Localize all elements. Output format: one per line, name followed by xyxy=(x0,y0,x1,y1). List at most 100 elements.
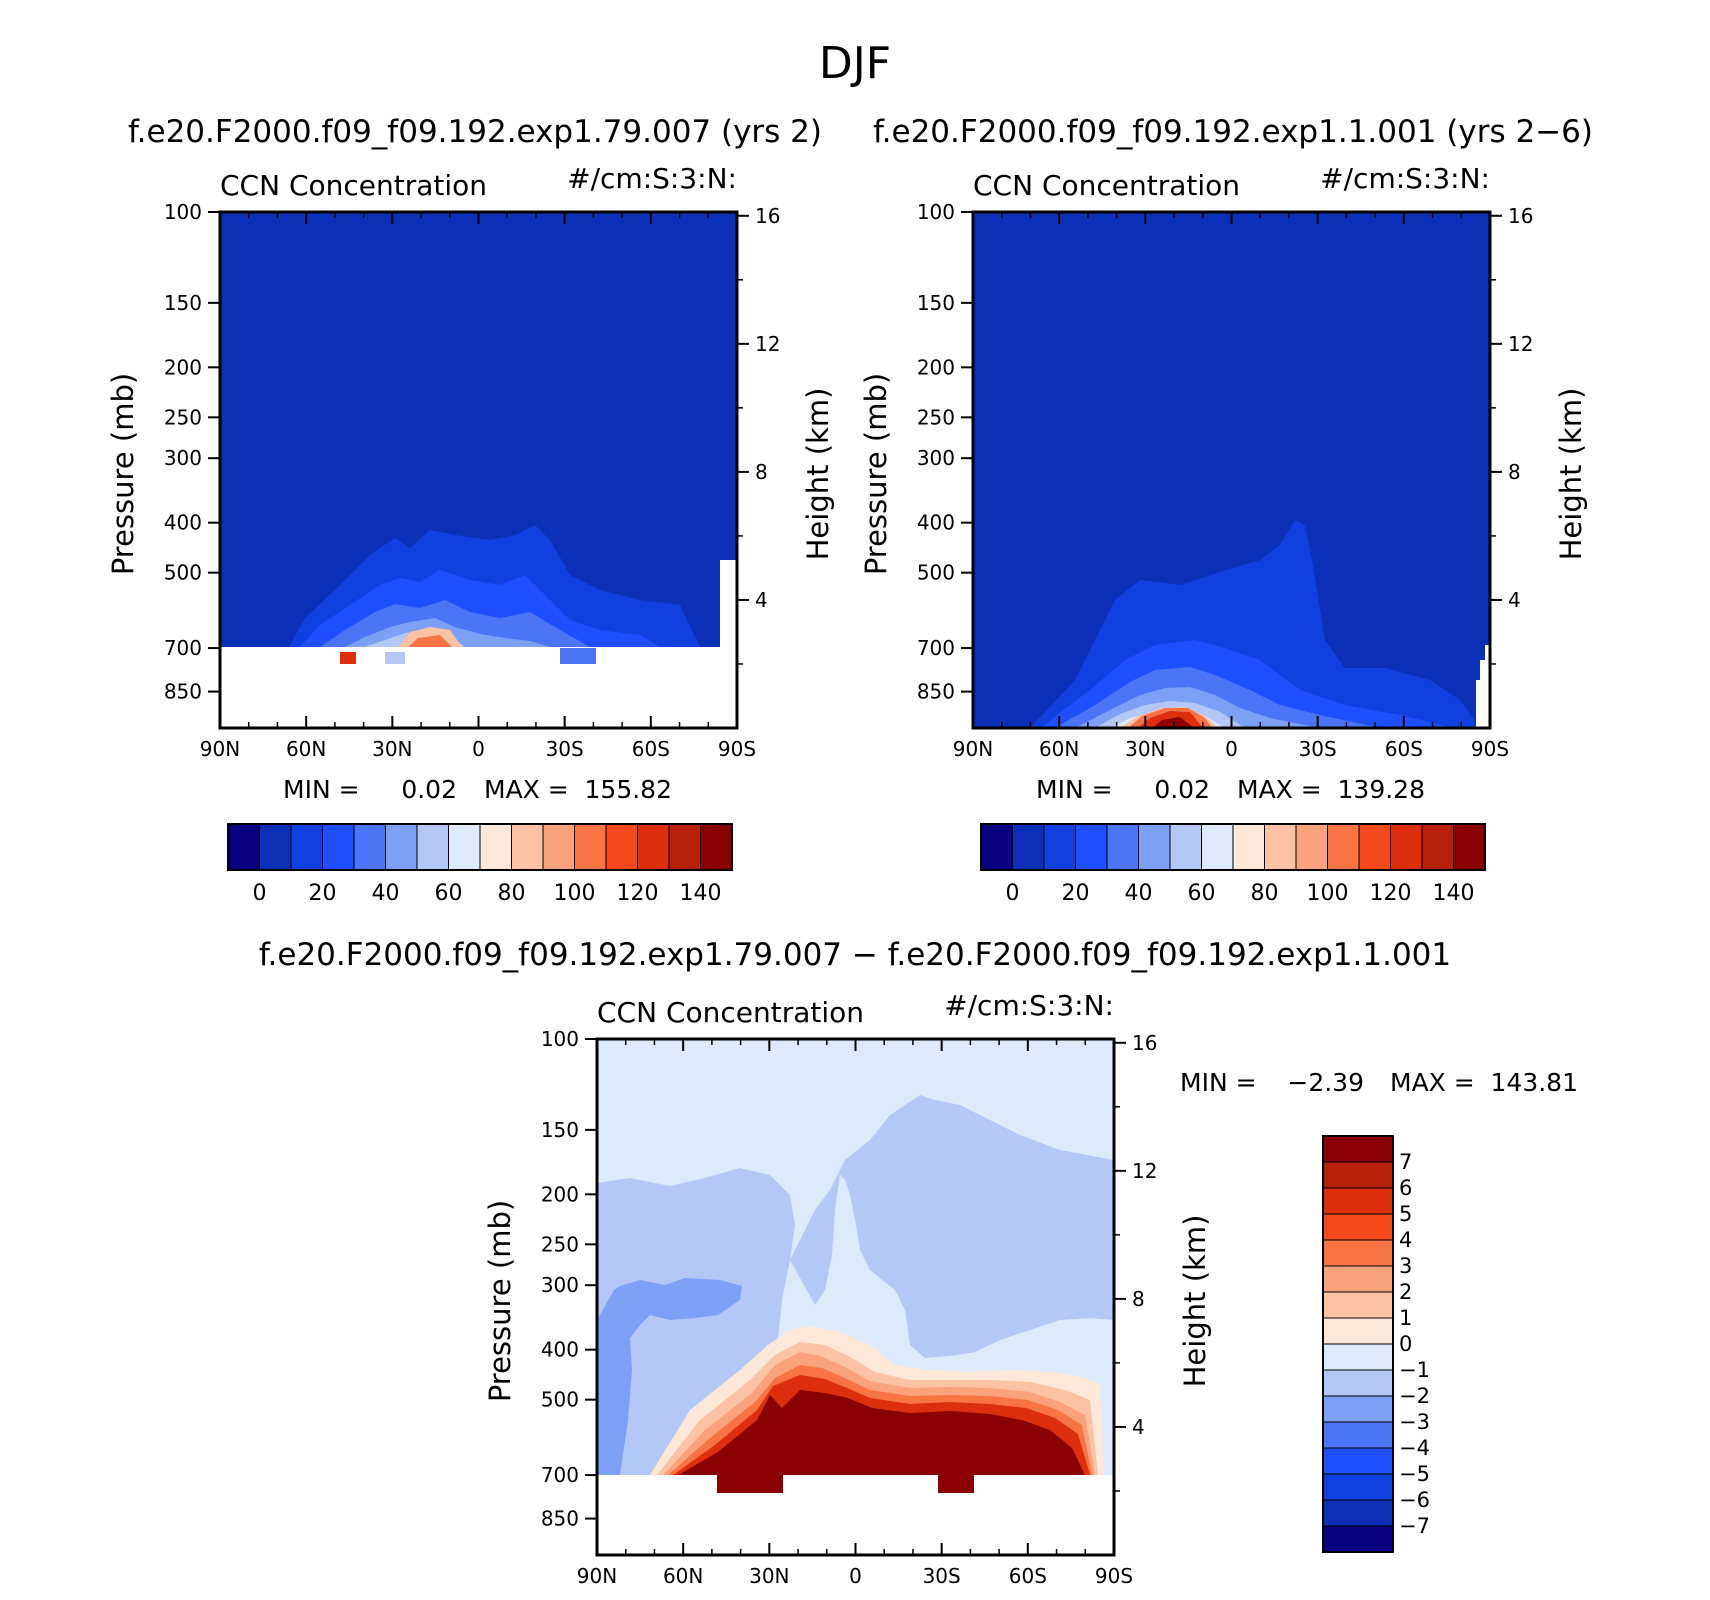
panel-2-colorbar-label: 40 xyxy=(1125,881,1153,906)
panel-1-pressure-tick-label: 100 xyxy=(164,200,202,224)
panel-2-min-value: 0.02 xyxy=(1154,775,1210,804)
panel-3-contour-7 xyxy=(678,1390,1085,1475)
panel-1-colorbar-swatch xyxy=(511,823,544,871)
panel-1-pressure-tick-label: 300 xyxy=(164,446,202,470)
panel-3-max-label: MAX = xyxy=(1390,1068,1475,1097)
panel-2-lat-tick-label: 30N xyxy=(1125,737,1165,761)
panel-2-colorbar-swatch xyxy=(1043,823,1076,871)
panel-2-colorbar-swatch xyxy=(1327,823,1360,871)
panel-2-colorbar-frame xyxy=(980,823,1486,871)
panel-3-units: #/cm:S:3:N: xyxy=(944,989,1114,1022)
panel-2-lat-tick-label: 30S xyxy=(1299,737,1337,761)
panel-1-pressure-tick-label: 150 xyxy=(164,291,202,315)
panel-3-height-tick-label: 8 xyxy=(1132,1287,1145,1311)
panel-3-spot-red-left xyxy=(717,1475,783,1493)
panel-3-pressure-tick-label: 150 xyxy=(541,1118,579,1142)
panel-1-colorbar-label: 60 xyxy=(435,881,463,906)
panel-3-lat-tick-label: 30N xyxy=(749,1564,789,1588)
panel-2-colorbar-label: 20 xyxy=(1062,881,1090,906)
panel-2-colorbar-swatch xyxy=(1295,823,1328,871)
panel-2-lat-tick-label: 60S xyxy=(1385,737,1423,761)
panel-2-variable-title: CCN Concentration xyxy=(973,169,1240,202)
panel-3-pressure-tick-label: 250 xyxy=(541,1232,579,1256)
panel-3-colorbar-swatch xyxy=(1322,1343,1394,1371)
panel-1-pressure-tick-label: 700 xyxy=(164,636,202,660)
panel-1-colorbar-label: 40 xyxy=(372,881,400,906)
panel-2-axes: 100 150 200 250 300 400 500 700 850 16 12 8 4 90N 60N 3… xyxy=(917,200,1534,761)
panel-1-min-label: MIN = xyxy=(283,775,360,804)
panel-1-colorbar-swatch xyxy=(259,823,292,871)
panel-3-colorbar-label: 6 xyxy=(1399,1176,1412,1200)
panel-2-lat-tick-label: 90S xyxy=(1471,737,1509,761)
panel-3-colorbar-label: −5 xyxy=(1399,1462,1430,1486)
panel-3-colorbar-frame xyxy=(1322,1135,1394,1553)
panel-1-colorbar-label: 120 xyxy=(617,881,659,906)
panel-3-colorbar-swatch xyxy=(1322,1161,1394,1189)
panel-3-colorbar-label: 1 xyxy=(1399,1306,1412,1330)
panel-3-height-label: Height (km) xyxy=(1178,1215,1212,1388)
panel-3-lat-tick-label: 30S xyxy=(923,1564,961,1588)
panel-1-lat-tick-label: 0 xyxy=(472,737,485,761)
panel-3-lat-tick-label: 0 xyxy=(849,1564,862,1588)
panel-2-colorbar-swatch xyxy=(1106,823,1139,871)
panel-2-height-label: Height (km) xyxy=(1554,388,1588,561)
panel-3-colorbar-swatch xyxy=(1322,1421,1394,1449)
panel-3-colorbar-swatch xyxy=(1322,1395,1394,1423)
panel-3-height-tick-label: 12 xyxy=(1132,1159,1157,1183)
panel-1-colorbar-label: 140 xyxy=(680,881,722,906)
panel-2-height-tick-label: 4 xyxy=(1508,588,1521,612)
panel-1-colorbar-label: 80 xyxy=(498,881,526,906)
panel-3-contour-neg1-left xyxy=(597,1168,795,1475)
panel-1-pressure-label: Pressure (mb) xyxy=(106,373,140,575)
panel-2-units: #/cm:S:3:N: xyxy=(1320,162,1490,195)
panel-2-pressure-tick-label: 150 xyxy=(917,291,955,315)
panel-3-colorbar-swatch xyxy=(1322,1213,1394,1241)
panel-1-colorbar-swatch xyxy=(668,823,701,871)
panel-3-field xyxy=(597,1039,1114,1555)
case2-title: f.e20.F2000.f09_f09.192.exp1.1.001 (yrs … xyxy=(873,114,1593,150)
panel-3-min-value: −2.39 xyxy=(1287,1068,1364,1097)
diff-title: f.e20.F2000.f09_f09.192.exp1.79.007 − f.… xyxy=(259,937,1451,973)
panel-2-colorbar-swatch xyxy=(1358,823,1391,871)
panel-1-height-tick-label: 16 xyxy=(755,204,780,228)
panel-2-lat-tick-label: 90N xyxy=(953,737,993,761)
panel-3-pressure-tick-label: 850 xyxy=(541,1507,579,1531)
panel-3-pressure-tick-label: 200 xyxy=(541,1182,579,1206)
panel-2-pressure-label: Pressure (mb) xyxy=(859,373,893,575)
panel-1-lat-tick-label: 30S xyxy=(546,737,584,761)
panel-2-colorbar-swatch xyxy=(980,823,1013,871)
panel-3-colorbar-label: 4 xyxy=(1399,1228,1412,1252)
panel-1-colorbar-label: 0 xyxy=(253,881,267,906)
panel-3-colorbar-swatch xyxy=(1322,1291,1394,1319)
panel-2-pressure-tick-label: 200 xyxy=(917,355,955,379)
panel-2-max-label: MAX = xyxy=(1237,775,1322,804)
panel-1-pressure-tick-label: 250 xyxy=(164,405,202,429)
panel-2-height-tick-label: 12 xyxy=(1508,332,1533,356)
panel-3-lat-tick-label: 90S xyxy=(1095,1564,1133,1588)
season-title: DJF xyxy=(819,38,891,89)
panel-3-colorbar-label: 2 xyxy=(1399,1280,1412,1304)
panel-1-height-label: Height (km) xyxy=(801,388,835,561)
panel-3-max-value: 143.81 xyxy=(1491,1068,1578,1097)
panel-1-height-tick-label: 4 xyxy=(755,588,768,612)
panel-1-colorbar-frame xyxy=(227,823,733,871)
panel-2-colorbar-swatch xyxy=(1169,823,1202,871)
panel-2-colorbar-label: 80 xyxy=(1251,881,1279,906)
panel-1-colorbar-swatch xyxy=(574,823,607,871)
panel-3-colorbar-swatch xyxy=(1322,1135,1394,1163)
panel-1-height-tick-label: 12 xyxy=(755,332,780,356)
panel-3-height-tick-label: 16 xyxy=(1132,1031,1157,1055)
panel-1-max-label: MAX = xyxy=(484,775,569,804)
panel-1-colorbar-swatch xyxy=(448,823,481,871)
panel-1-spot-red xyxy=(340,652,356,664)
panel-3-colorbar-swatch xyxy=(1322,1265,1394,1293)
panel-1-colorbar-swatch xyxy=(637,823,670,871)
panel-2-colorbar-swatch xyxy=(1138,823,1171,871)
panel-3-height-tick-label: 4 xyxy=(1132,1415,1145,1439)
panel-2-height-tick-label: 16 xyxy=(1508,204,1533,228)
panel-2-colorbar-label: 140 xyxy=(1433,881,1475,906)
panel-3-colorbar-swatch xyxy=(1322,1187,1394,1215)
panel-3-lat-tick-label: 60N xyxy=(663,1564,703,1588)
